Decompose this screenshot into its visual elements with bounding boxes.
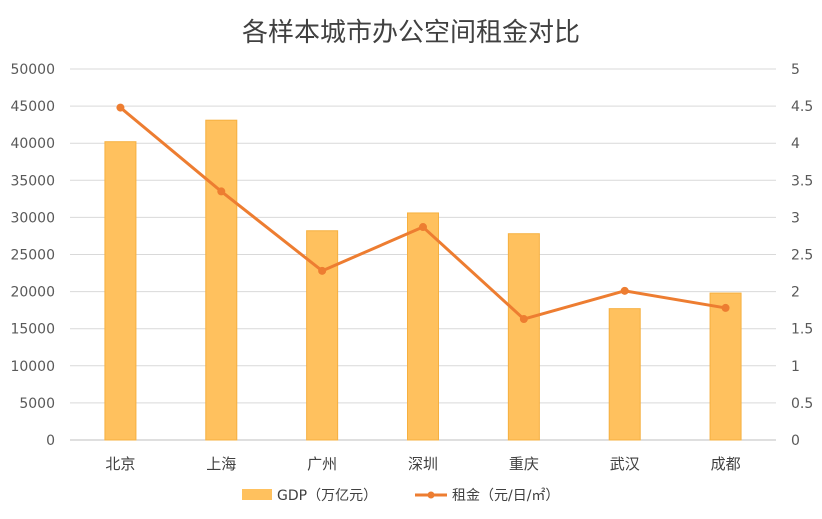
left-axis: 0 5000 10000 15000 20000 25000 30000 35000 40000…: [10, 62, 55, 449]
left-axis-tick-label: 5000: [19, 396, 55, 412]
bar: [608, 308, 641, 441]
right-axis-tick-label: 4.5: [791, 99, 813, 115]
left-axis-tick-label: 25000: [10, 248, 55, 264]
line-point: [116, 103, 125, 112]
category-label: 武汉: [610, 455, 640, 473]
category-label: 广州: [307, 455, 337, 473]
left-axis-tick-label: 30000: [10, 210, 55, 226]
legend-swatch-bar: [242, 489, 272, 500]
bar: [507, 233, 540, 441]
right-axis-tick-label: 0.5: [791, 396, 813, 412]
right-axis: 0 0.5 1 1.5 2 2.5 3 3.5 4 4.5 5: [791, 62, 813, 449]
right-axis-tick-label: 3: [791, 210, 800, 226]
left-axis-tick-label: 10000: [10, 359, 55, 375]
left-axis-tick-label: 15000: [10, 322, 55, 338]
category-label: 深圳: [408, 455, 438, 473]
left-axis-tick-label: 50000: [10, 62, 55, 78]
left-axis-tick-label: 0: [46, 433, 55, 449]
line-point: [519, 315, 528, 324]
left-axis-tick-label: 40000: [10, 136, 55, 152]
right-axis-tick-label: 1.5: [791, 322, 813, 338]
right-axis-tick-label: 4: [791, 136, 800, 152]
right-axis-tick-label: 5: [791, 62, 800, 78]
bar: [205, 119, 238, 441]
legend-label-bar: GDP（万亿元）: [277, 488, 377, 504]
right-axis-tick-label: 1: [791, 359, 800, 375]
legend: GDP（万亿元） 租金（元/日/㎡）: [242, 488, 559, 504]
bar: [104, 141, 137, 441]
x-axis: 北京 上海 广州 深圳 重庆 武汉 成都: [105, 455, 740, 473]
line-point: [721, 303, 730, 312]
line-point: [318, 266, 327, 275]
category-label: 成都: [711, 455, 741, 473]
line-series: [116, 103, 730, 324]
bar-series: [104, 119, 742, 441]
line-point: [620, 286, 629, 295]
bar: [709, 292, 742, 441]
right-axis-tick-label: 2.5: [791, 248, 813, 264]
legend-swatch-marker: [427, 491, 435, 499]
left-axis-tick-label: 20000: [10, 285, 55, 301]
category-label: 上海: [206, 455, 236, 473]
right-axis-tick-label: 3.5: [791, 173, 813, 189]
left-axis-tick-label: 45000: [10, 99, 55, 115]
right-axis-tick-label: 2: [791, 285, 800, 301]
left-axis-tick-label: 35000: [10, 173, 55, 189]
line-point: [419, 223, 427, 232]
right-axis-tick-label: 0: [791, 433, 800, 449]
legend-label-line: 租金（元/日/㎡）: [452, 488, 559, 504]
line-point: [217, 187, 226, 196]
chart-title: 各样本城市办公空间租金对比: [242, 18, 580, 48]
category-label: 重庆: [509, 455, 539, 473]
category-label: 北京: [105, 455, 135, 473]
bar: [407, 212, 439, 441]
